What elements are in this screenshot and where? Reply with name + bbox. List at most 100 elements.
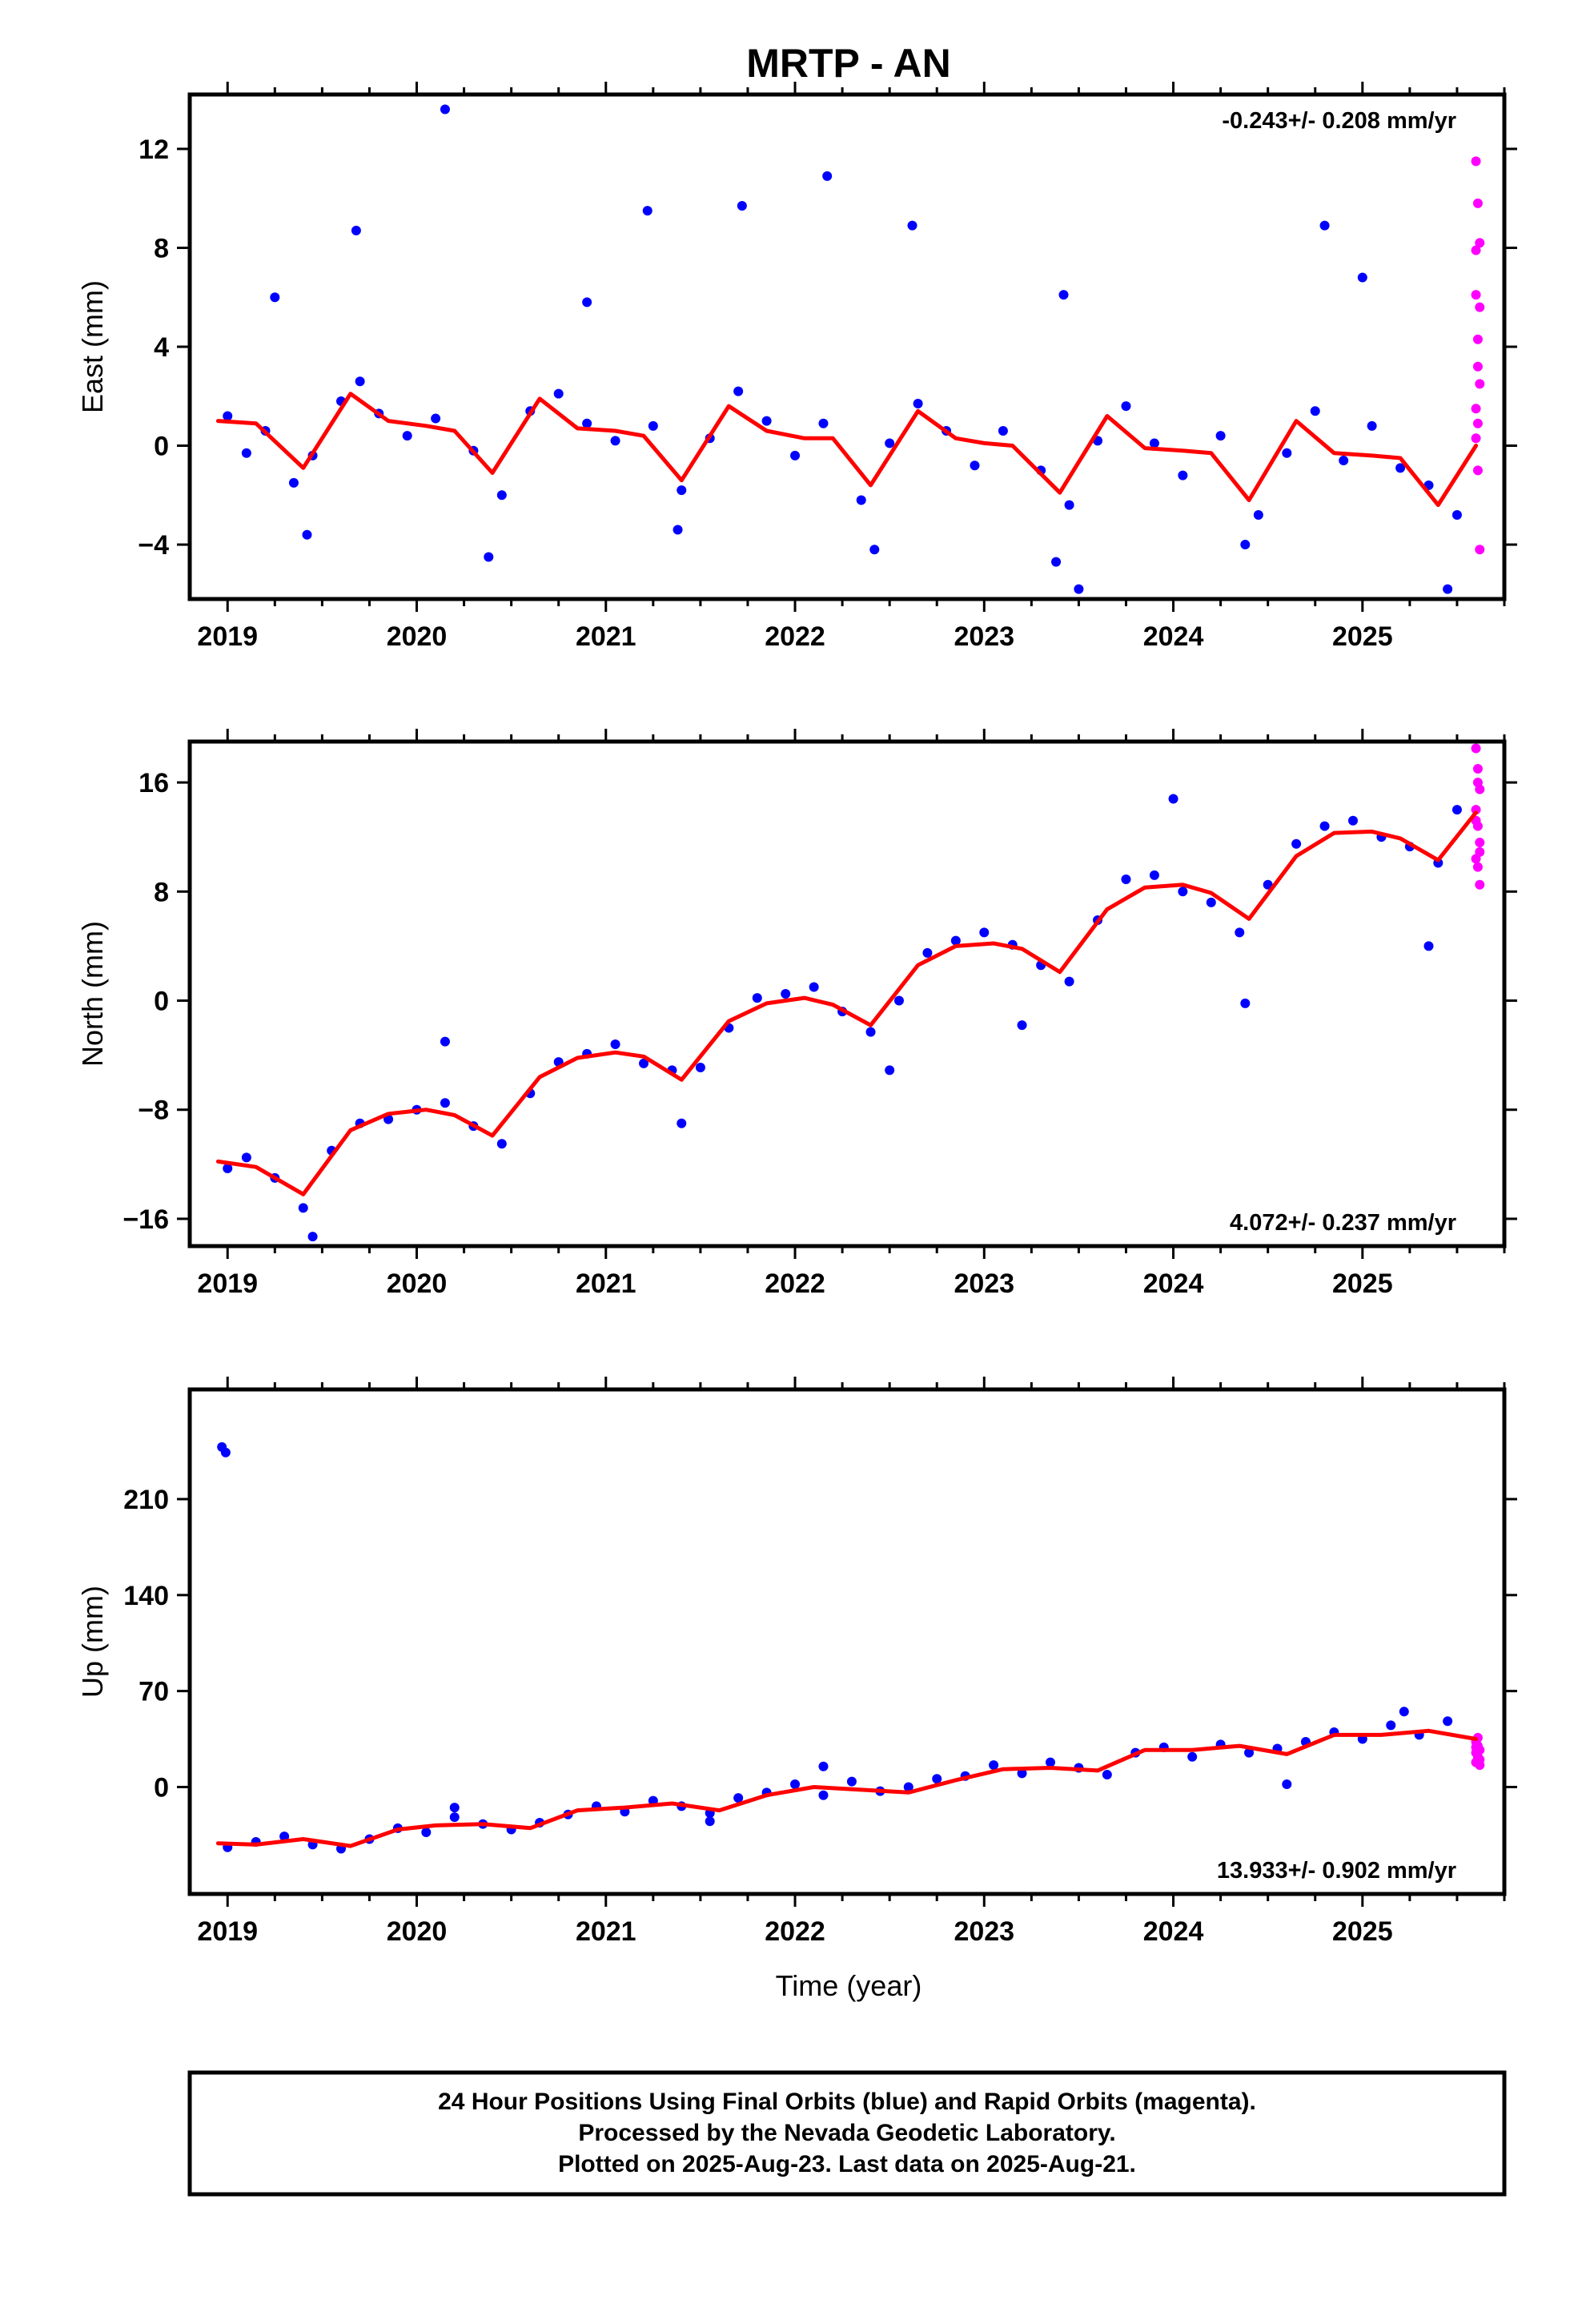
up-final-point bbox=[733, 1793, 744, 1803]
east-final-point bbox=[1178, 470, 1188, 480]
east-final-point bbox=[1253, 510, 1263, 520]
east-final-point bbox=[1064, 500, 1074, 510]
east-final-point bbox=[1310, 406, 1320, 416]
east-rate-annotation: -0.243+/- 0.208 mm/yr bbox=[1222, 108, 1456, 134]
east-rapid-point bbox=[1475, 545, 1485, 555]
north-final-point bbox=[1452, 805, 1462, 815]
up-final-point bbox=[932, 1774, 942, 1784]
east-final-point bbox=[1058, 290, 1069, 300]
up-final-point bbox=[449, 1812, 460, 1823]
north-final-point bbox=[1064, 976, 1074, 987]
caption-line-2: Processed by the Nevada Geodetic Laborat… bbox=[578, 2120, 1115, 2146]
east-y-tick-label: 0 bbox=[154, 432, 169, 462]
east-rapid-point bbox=[1475, 379, 1485, 389]
north-x-tick-label: 2023 bbox=[954, 1269, 1014, 1299]
east-final-point bbox=[869, 545, 880, 555]
north-final-point bbox=[893, 995, 904, 1006]
east-final-point bbox=[822, 171, 833, 181]
east-final-point bbox=[1074, 584, 1084, 594]
east-plot-frame bbox=[187, 92, 1507, 601]
up-y-axis-label: Up (mm) bbox=[76, 1586, 109, 1698]
east-final-point bbox=[484, 552, 494, 562]
east-final-point bbox=[431, 413, 441, 424]
north-y-tick-label: 16 bbox=[139, 768, 169, 798]
north-y-tick-label: −8 bbox=[138, 1096, 169, 1126]
north-final-point bbox=[781, 989, 791, 999]
north-rapid-point bbox=[1472, 778, 1483, 788]
east-final-point bbox=[1051, 557, 1062, 567]
figure-title: MRTP - AN bbox=[746, 41, 951, 86]
east-final-point bbox=[970, 460, 980, 471]
east-y-tick-label: 4 bbox=[154, 332, 169, 363]
east-rapid-point bbox=[1472, 465, 1483, 476]
east-final-point bbox=[1395, 463, 1406, 473]
north-final-point bbox=[1263, 879, 1273, 890]
north-x-tick-label: 2021 bbox=[576, 1269, 636, 1299]
east-final-point bbox=[677, 485, 687, 496]
up-final-point bbox=[1399, 1707, 1409, 1717]
up-y-tick-label: 70 bbox=[139, 1677, 169, 1707]
east-rapid-point bbox=[1472, 334, 1483, 344]
up-final-point bbox=[790, 1779, 801, 1790]
east-final-point bbox=[223, 411, 233, 421]
north-final-point bbox=[298, 1203, 308, 1213]
up-data-layer bbox=[215, 1441, 1485, 1854]
east-x-tick-label: 2023 bbox=[954, 621, 1014, 652]
east-final-point bbox=[302, 529, 312, 540]
up-model-line bbox=[215, 1728, 1479, 1848]
east-final-point bbox=[790, 450, 801, 460]
up-panel: 2019 2020 2021 2022 2023 2024 2025 0 70 140 210 Up … bbox=[76, 1377, 1517, 1947]
east-final-point bbox=[733, 386, 744, 396]
up-y-tick-label: 0 bbox=[154, 1772, 169, 1803]
east-final-point bbox=[818, 418, 829, 428]
east-final-point bbox=[885, 438, 895, 448]
north-final-point bbox=[1291, 838, 1302, 849]
north-x-tick-label: 2020 bbox=[387, 1269, 448, 1299]
north-final-point bbox=[1168, 794, 1178, 804]
x-axis-label: Time (year) bbox=[776, 1969, 922, 2002]
caption-line-3: Plotted on 2025-Aug-23. Last data on 202… bbox=[558, 2151, 1136, 2177]
up-x-tick-label: 2019 bbox=[197, 1916, 258, 1947]
north-rate-annotation: 4.072+/- 0.237 mm/yr bbox=[1230, 1210, 1456, 1236]
north-x-tick-label: 2019 bbox=[197, 1269, 258, 1299]
north-rapid-point bbox=[1475, 838, 1485, 847]
up-final-point bbox=[1187, 1751, 1198, 1762]
up-final-point bbox=[1443, 1716, 1453, 1727]
up-final-point bbox=[989, 1760, 999, 1771]
east-final-point bbox=[1215, 431, 1226, 441]
north-final-point bbox=[1240, 998, 1251, 1008]
north-rapid-point bbox=[1471, 743, 1481, 754]
north-y-axis-label: North (mm) bbox=[76, 921, 109, 1067]
east-rapid-point bbox=[1472, 361, 1483, 372]
east-final-point bbox=[737, 200, 747, 211]
east-final-point bbox=[856, 495, 866, 505]
north-final-point bbox=[223, 1163, 233, 1173]
east-final-point bbox=[402, 431, 412, 441]
up-y-tick-label: 140 bbox=[123, 1581, 169, 1611]
north-final-point bbox=[639, 1058, 649, 1068]
east-final-point bbox=[270, 292, 280, 303]
up-x-tick-label: 2025 bbox=[1332, 1916, 1393, 1947]
east-final-point bbox=[642, 206, 652, 216]
north-final-point bbox=[979, 927, 990, 938]
north-final-point bbox=[1206, 897, 1216, 907]
east-rapid-point bbox=[1475, 302, 1485, 312]
up-x-tick-label: 2021 bbox=[576, 1916, 636, 1947]
east-rapid-point bbox=[1471, 156, 1481, 167]
east-final-point bbox=[913, 399, 923, 409]
east-y-axis-label: East (mm) bbox=[76, 280, 109, 413]
caption-line-1: 24 Hour Positions Using Final Orbits (bl… bbox=[438, 2089, 1256, 2115]
east-final-point bbox=[1282, 448, 1292, 458]
north-final-point bbox=[440, 1036, 450, 1047]
east-final-point bbox=[673, 525, 683, 535]
up-final-point bbox=[1386, 1720, 1396, 1731]
north-x-tick-label: 2022 bbox=[765, 1269, 825, 1299]
up-rate-annotation: 13.933+/- 0.902 mm/yr bbox=[1217, 1858, 1456, 1884]
north-final-point bbox=[922, 947, 933, 958]
north-final-point bbox=[950, 935, 961, 946]
east-x-tick-label: 2021 bbox=[576, 621, 636, 652]
east-final-point bbox=[440, 104, 450, 115]
up-plot-frame bbox=[187, 1387, 1507, 1896]
east-final-point bbox=[553, 388, 564, 399]
north-rapid-point bbox=[1472, 862, 1483, 872]
